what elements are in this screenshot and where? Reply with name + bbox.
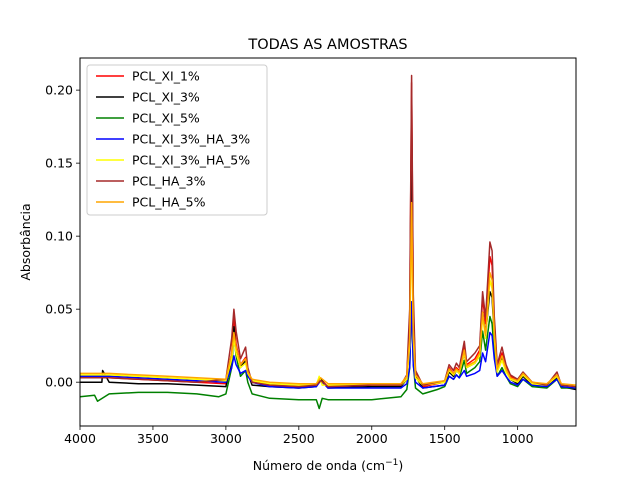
series-line-7: [80, 201, 577, 386]
y-tick-label: 0.20: [45, 83, 73, 98]
legend-label-2: PCL_XI_3%: [132, 90, 200, 105]
series-line-6: [80, 74, 577, 388]
x-axis-label-superscript: −1: [385, 458, 398, 468]
x-axis-label-close: ): [398, 458, 403, 473]
series-line-5: [80, 206, 577, 388]
x-tick-label: 3000: [210, 431, 242, 446]
legend-label-1: PCL_XI_1%: [132, 69, 200, 84]
series-line-4: [80, 301, 577, 389]
x-tick-label: 2500: [283, 431, 315, 446]
legend-label-3: PCL_XI_5%: [132, 111, 200, 126]
x-tick-label: 4000: [64, 431, 96, 446]
legend-items: PCL_XI_1% PCL_XI_3% PCL_XI_5% PCL_XI_3%_HA_…: [96, 69, 250, 210]
legend: PCL_XI_1% PCL_XI_3% PCL_XI_5% PCL_XI_3%_HA_…: [86, 64, 268, 216]
legend-label-7: PCL_HA_5%: [132, 195, 206, 210]
y-axis-ticks: 0.00 0.05 0.10 0.15 0.20: [45, 83, 80, 390]
x-tick-label: 1000: [502, 431, 534, 446]
y-tick-label: 0.00: [45, 375, 73, 390]
y-tick-label: 0.10: [45, 229, 73, 244]
x-axis-ticks: 4000 3500 3000 2500 2000 1500 1000: [64, 426, 534, 446]
legend-label-5: PCL_XI_3%_HA_5%: [132, 153, 250, 168]
legend-label-6: PCL_HA_3%: [132, 174, 206, 189]
x-tick-label: 2000: [356, 431, 388, 446]
legend-box: [86, 64, 268, 216]
y-tick-label: 0.15: [45, 156, 73, 171]
y-axis-label: Absorbância: [18, 203, 33, 280]
x-axis-label-text: Número de onda (cm: [253, 458, 385, 473]
series-layer: [79, 74, 577, 410]
chart-title: TODAS AS AMOSTRAS: [247, 37, 407, 53]
x-axis-label: Número de onda (cm−1): [253, 458, 403, 473]
plot-frame: [79, 57, 577, 427]
x-tick-label: 1500: [429, 431, 461, 446]
x-tick-label: 3500: [137, 431, 169, 446]
legend-label-4: PCL_XI_3%_HA_3%: [132, 132, 250, 147]
y-tick-label: 0.05: [45, 302, 73, 317]
